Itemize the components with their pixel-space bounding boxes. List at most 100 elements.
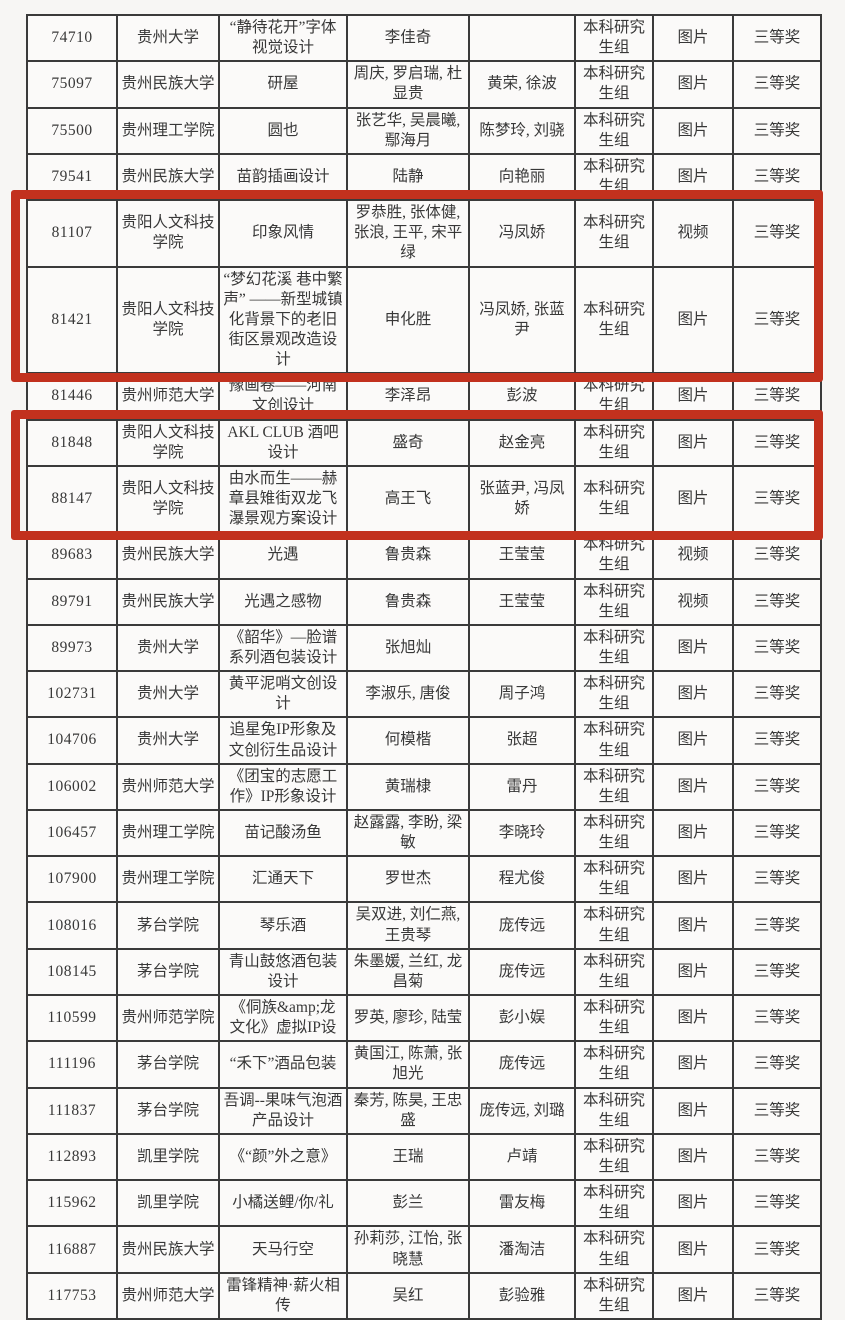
cell-advisors: 雷友梅	[468, 1179, 576, 1228]
cell-entry-id: 111196	[26, 1040, 118, 1089]
cell-authors: 周庆, 罗启瑞, 杜显贵	[346, 60, 470, 109]
cell-authors: 罗英, 廖珍, 陆莹	[346, 994, 470, 1043]
cell-group: 本科研究生组	[574, 577, 654, 626]
cell-authors: 罗恭胜, 张体健, 张浪, 王平, 宋平绿	[346, 199, 470, 268]
cell-work-title: 吾调--果味气泡酒产品设计	[218, 1086, 348, 1135]
cell-advisors: 庞传远	[468, 901, 576, 950]
cell-authors: 孙莉莎, 江怡, 张晓慧	[346, 1225, 470, 1274]
cell-advisors: 彭验雅	[468, 1271, 576, 1320]
cell-entry-id: 89683	[26, 531, 118, 580]
cell-work-title: 《团宝的志愿工作》IP形象设计	[218, 762, 348, 811]
table-row: 75097 贵州民族大学 研屋 周庆, 罗启瑞, 杜显贵 黄荣, 徐波 本科研究…	[26, 60, 822, 109]
cell-award: 三等奖	[732, 372, 822, 421]
cell-authors: 吴双进, 刘仁燕, 王贵琴	[346, 901, 470, 950]
cell-authors: 李佳奇	[346, 13, 470, 63]
cell-award: 三等奖	[732, 13, 822, 63]
table-row: 108145 茅台学院 青山鼓悠酒包装设计 朱墨媛, 兰红, 龙昌菊 庞传远 本…	[26, 947, 822, 997]
cell-authors: 鲁贵森	[346, 531, 470, 580]
table-row: 116887 贵州民族大学 天马行空 孙莉莎, 江怡, 张晓慧 潘淘洁 本科研究…	[26, 1225, 822, 1274]
cell-group: 本科研究生组	[574, 13, 654, 63]
cell-media-type: 图片	[652, 716, 734, 765]
cell-school: 贵州理工学院	[116, 855, 220, 904]
cell-entry-id: 75500	[26, 106, 118, 155]
cell-work-title: 小橘送鲤/你/礼	[218, 1179, 348, 1228]
table-row: 89973 贵州大学 《韶华》—脸谱系列酒包装设计 张旭灿 本科研究生组 图片 …	[26, 623, 822, 673]
cell-authors: 高王飞	[346, 464, 470, 534]
cell-advisors: 张蓝尹, 冯凤娇	[468, 464, 576, 534]
cell-work-title: 汇通天下	[218, 855, 348, 904]
table-row: 106457 贵州理工学院 苗记酸汤鱼 赵露露, 李盼, 梁敏 李晓玲 本科研究…	[26, 808, 822, 858]
cell-media-type: 图片	[652, 372, 734, 421]
cell-authors: 张艺华, 吴晨曦, 鄢海月	[346, 106, 470, 155]
cell-group: 本科研究生组	[574, 623, 654, 673]
cell-award: 三等奖	[732, 1040, 822, 1089]
cell-award: 三等奖	[732, 418, 822, 467]
cell-work-title: AKL CLUB 酒吧设计	[218, 418, 348, 467]
cell-work-title: 《“颜”外之意》	[218, 1132, 348, 1182]
cell-authors: 李淑乐, 唐俊	[346, 670, 470, 719]
cell-award: 三等奖	[732, 670, 822, 719]
cell-advisors: 黄荣, 徐波	[468, 60, 576, 109]
cell-award: 三等奖	[732, 762, 822, 811]
table-row: 89791 贵州民族大学 光遇之感物 鲁贵森 王莹莹 本科研究生组 视频 三等奖	[26, 577, 822, 626]
cell-work-title: 《侗族&amp;龙文化》虚拟IP设	[218, 994, 348, 1043]
cell-school: 凯里学院	[116, 1179, 220, 1228]
cell-media-type: 图片	[652, 152, 734, 202]
cell-media-type: 图片	[652, 901, 734, 950]
cell-group: 本科研究生组	[574, 199, 654, 268]
cell-advisors: 彭小娱	[468, 994, 576, 1043]
cell-award: 三等奖	[732, 623, 822, 673]
cell-award: 三等奖	[732, 1225, 822, 1274]
cell-group: 本科研究生组	[574, 1086, 654, 1135]
cell-media-type: 图片	[652, 1271, 734, 1320]
cell-media-type: 图片	[652, 1132, 734, 1182]
table-row: 112893 凯里学院 《“颜”外之意》 王瑞 卢靖 本科研究生组 图片 三等奖	[26, 1132, 822, 1182]
cell-work-title: 圆也	[218, 106, 348, 155]
cell-group: 本科研究生组	[574, 265, 654, 375]
cell-media-type: 图片	[652, 1040, 734, 1089]
cell-group: 本科研究生组	[574, 60, 654, 109]
cell-media-type: 图片	[652, 994, 734, 1043]
cell-award: 三等奖	[732, 994, 822, 1043]
cell-entry-id: 112893	[26, 1132, 118, 1182]
cell-group: 本科研究生组	[574, 372, 654, 421]
cell-group: 本科研究生组	[574, 762, 654, 811]
cell-media-type: 视频	[652, 199, 734, 268]
cell-group: 本科研究生组	[574, 106, 654, 155]
table-row: 111196 茅台学院 “禾下”酒品包装 黄国江, 陈萧, 张旭光 庞传远 本科…	[26, 1040, 822, 1089]
cell-school: 茅台学院	[116, 901, 220, 950]
cell-entry-id: 74710	[26, 13, 118, 63]
cell-authors: 鲁贵森	[346, 577, 470, 626]
table-row: 79541 贵州民族大学 苗韵插画设计 陆静 向艳丽 本科研究生组 图片 三等奖	[26, 152, 822, 202]
cell-advisors	[468, 13, 576, 63]
cell-school: 贵州民族大学	[116, 531, 220, 580]
cell-media-type: 图片	[652, 762, 734, 811]
cell-entry-id: 115962	[26, 1179, 118, 1228]
cell-award: 三等奖	[732, 716, 822, 765]
cell-advisors: 周子鸿	[468, 670, 576, 719]
cell-advisors: 赵金亮	[468, 418, 576, 467]
cell-media-type: 图片	[652, 1225, 734, 1274]
cell-advisors: 冯凤娇, 张蓝尹	[468, 265, 576, 375]
cell-work-title: “禾下”酒品包装	[218, 1040, 348, 1089]
cell-media-type: 图片	[652, 670, 734, 719]
cell-advisors: 李晓玲	[468, 808, 576, 858]
cell-award: 三等奖	[732, 106, 822, 155]
cell-award: 三等奖	[732, 152, 822, 202]
cell-entry-id: 89973	[26, 623, 118, 673]
table-row: 81107 贵阳人文科技学院 印象风情 罗恭胜, 张体健, 张浪, 王平, 宋平…	[26, 199, 822, 268]
table-row: 102731 贵州大学 黄平泥哨文创设计 李淑乐, 唐俊 周子鸿 本科研究生组 …	[26, 670, 822, 719]
cell-entry-id: 81107	[26, 199, 118, 268]
cell-award: 三等奖	[732, 1179, 822, 1228]
table-row: 108016 茅台学院 琴乐酒 吴双进, 刘仁燕, 王贵琴 庞传远 本科研究生组…	[26, 901, 822, 950]
cell-award: 三等奖	[732, 855, 822, 904]
cell-work-title: 雷锋精神·薪火相传	[218, 1271, 348, 1320]
cell-work-title: 印象风情	[218, 199, 348, 268]
cell-school: 贵州师范大学	[116, 762, 220, 811]
cell-work-title: 黄平泥哨文创设计	[218, 670, 348, 719]
cell-entry-id: 110599	[26, 994, 118, 1043]
cell-school: 贵州民族大学	[116, 60, 220, 109]
table-row: 81446 贵州师范大学 豫画卷——河南文创设计 李泽昂 彭波 本科研究生组 图…	[26, 372, 822, 421]
cell-group: 本科研究生组	[574, 716, 654, 765]
cell-entry-id: 108145	[26, 947, 118, 997]
